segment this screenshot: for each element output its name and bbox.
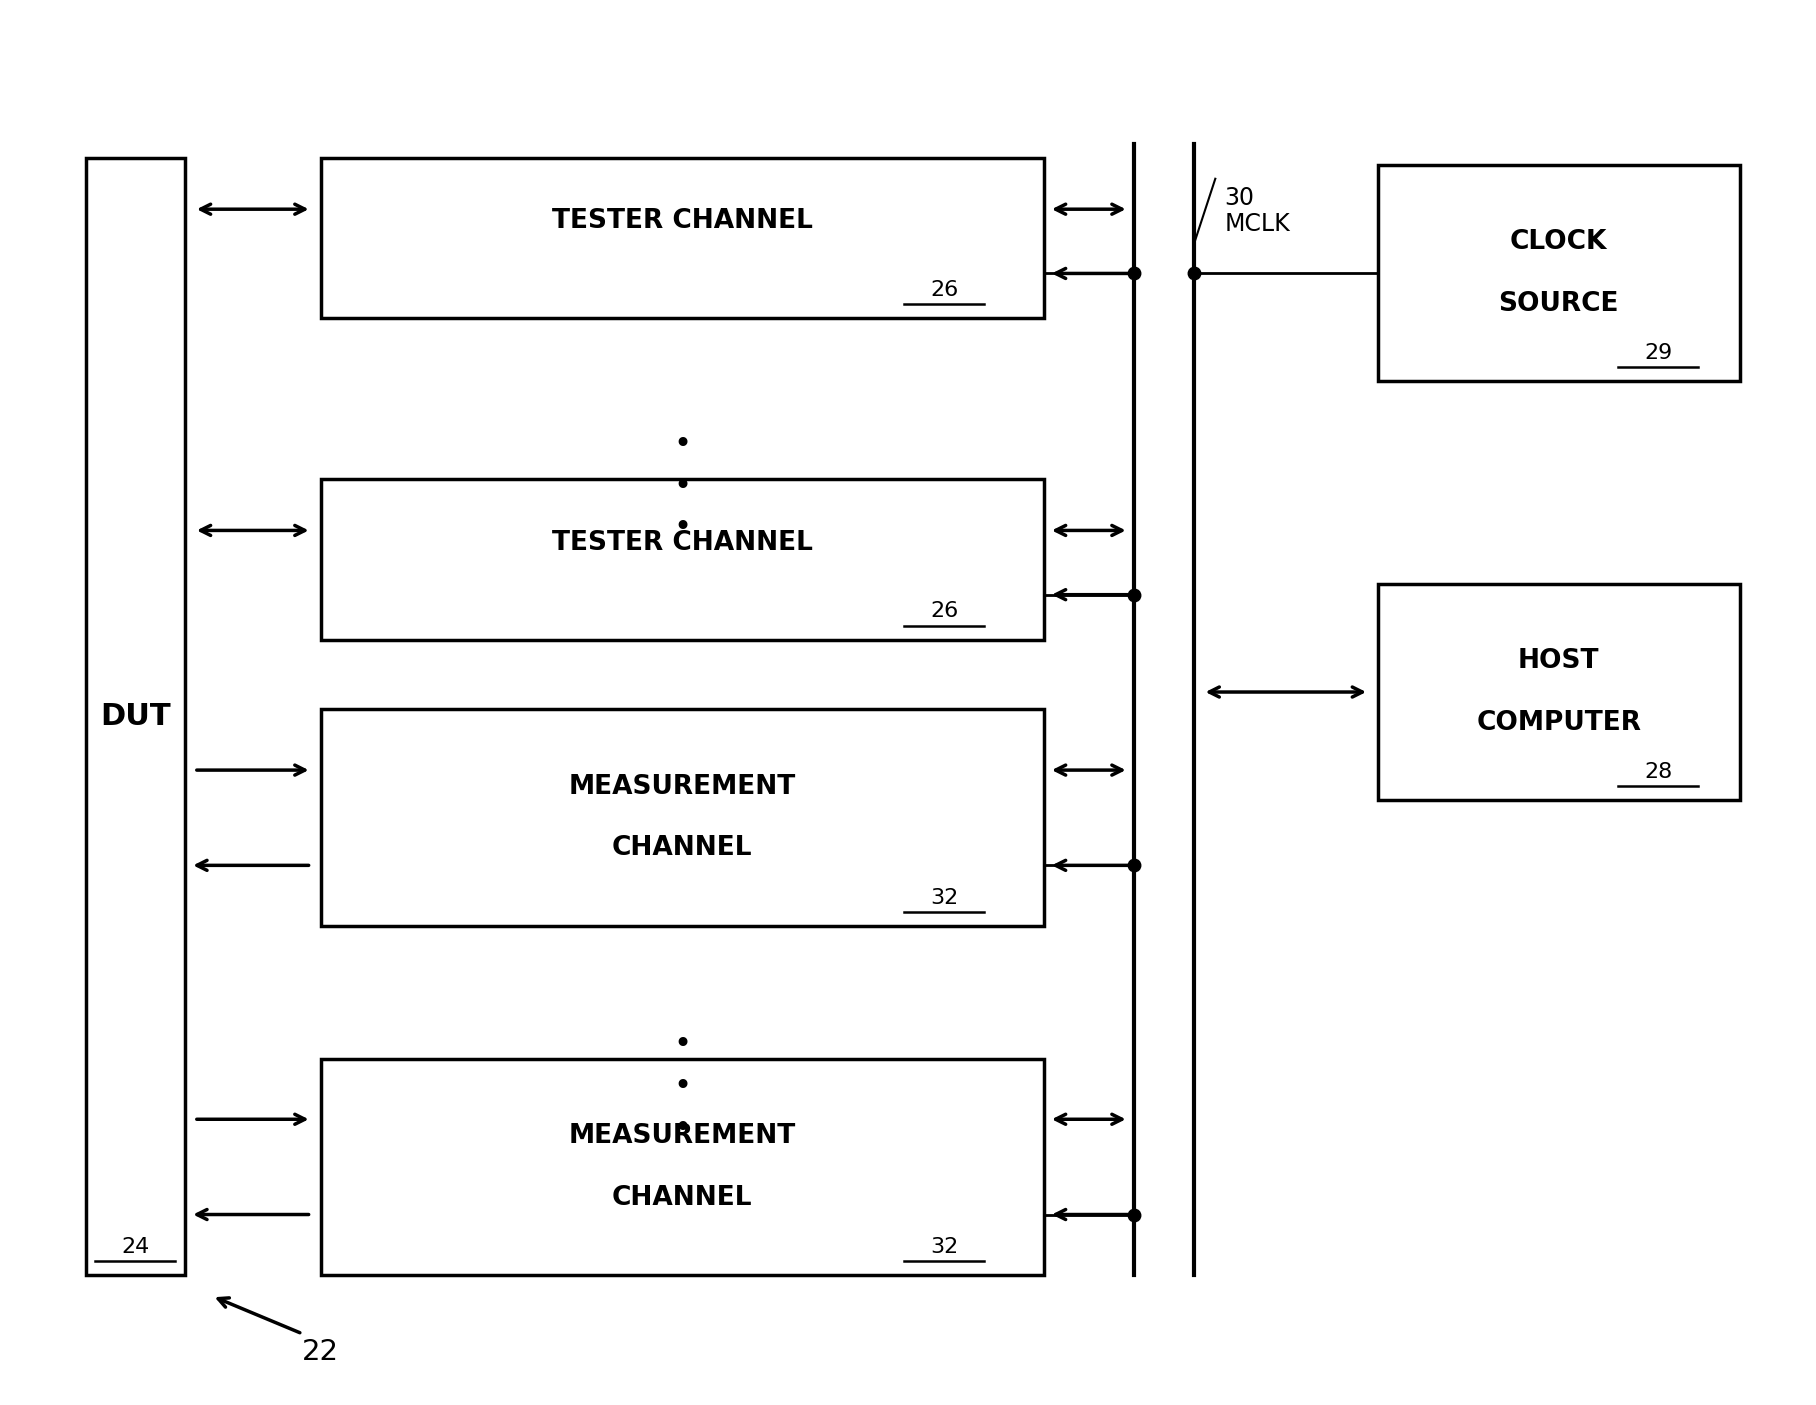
Text: 26: 26: [930, 601, 959, 621]
Text: •: •: [674, 1030, 692, 1059]
Text: 32: 32: [930, 888, 959, 908]
Text: •: •: [674, 513, 692, 542]
Text: DUT: DUT: [100, 702, 171, 731]
Text: CHANNEL: CHANNEL: [612, 836, 752, 861]
Text: •: •: [674, 430, 692, 458]
Text: 32: 32: [930, 1236, 959, 1257]
Bar: [320, 157, 1044, 319]
Bar: [85, 157, 185, 1276]
Bar: [320, 1058, 1044, 1276]
Bar: [1378, 164, 1740, 381]
Text: •: •: [674, 472, 692, 500]
Bar: [1378, 584, 1740, 801]
Text: CLOCK: CLOCK: [1511, 229, 1607, 256]
Text: 22: 22: [301, 1338, 340, 1366]
Text: TESTER CHANNEL: TESTER CHANNEL: [552, 530, 812, 555]
Text: 30
MCLK: 30 MCLK: [1224, 185, 1289, 236]
Text: •: •: [674, 1114, 692, 1144]
Text: TESTER CHANNEL: TESTER CHANNEL: [552, 208, 812, 235]
Text: SOURCE: SOURCE: [1498, 291, 1620, 316]
Text: HOST: HOST: [1518, 648, 1600, 674]
Text: MEASUREMENT: MEASUREMENT: [568, 1123, 795, 1149]
Text: COMPUTER: COMPUTER: [1476, 710, 1642, 736]
Text: 28: 28: [1643, 762, 1673, 783]
Text: MEASUREMENT: MEASUREMENT: [568, 774, 795, 799]
Text: 29: 29: [1643, 343, 1673, 362]
Text: 24: 24: [122, 1236, 149, 1257]
Bar: [320, 479, 1044, 639]
Text: 26: 26: [930, 280, 959, 301]
Text: CHANNEL: CHANNEL: [612, 1184, 752, 1211]
Text: •: •: [674, 1072, 692, 1102]
Bar: [320, 710, 1044, 926]
